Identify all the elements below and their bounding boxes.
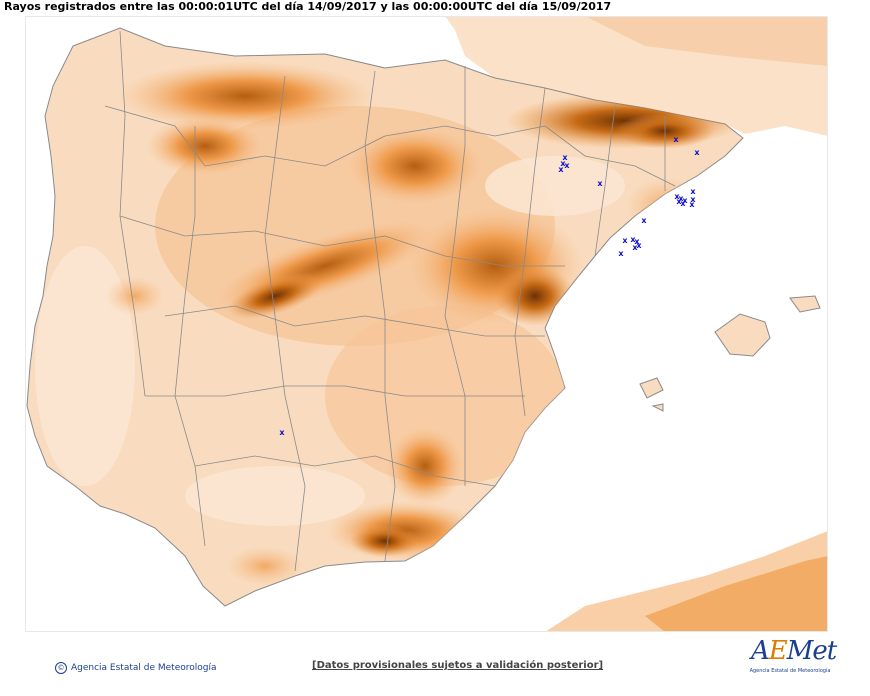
lightning-marker: x xyxy=(622,236,628,245)
map-frame xyxy=(25,16,828,632)
agency-name: Agencia Estatal de Meteorología xyxy=(71,663,217,673)
lightning-map: x x x x x x x x x x x x x x x x x x x x … xyxy=(25,16,828,632)
lightning-marker: x xyxy=(690,195,696,204)
lightning-marker: x xyxy=(562,153,568,162)
aemet-logo-subtitle: Agencia Estatal de Meteorología xyxy=(749,668,831,674)
france-relief xyxy=(585,16,828,66)
lightning-marker: x xyxy=(680,199,686,208)
lightning-marker: x xyxy=(279,428,285,437)
lightning-marker: x xyxy=(597,179,603,188)
lightning-marker: x xyxy=(676,197,682,206)
lightning-marker: x xyxy=(694,148,700,157)
lightning-strikes: x x x x x x x x x x x x x x x x x x x x … xyxy=(279,135,700,437)
lightning-marker: x xyxy=(690,187,696,196)
disclaimer-link[interactable]: [Datos provisionales sujetos a validació… xyxy=(312,660,604,671)
copyright-icon: © xyxy=(55,662,67,674)
lightning-marker: x xyxy=(673,135,679,144)
formentera xyxy=(651,403,664,412)
agency-credit: © Agencia Estatal de Meteorología xyxy=(55,662,217,674)
aemet-logo: AEMet Agencia Estatal de Meteorología xyxy=(745,636,838,680)
lightning-marker: x xyxy=(636,241,642,250)
map-title: Rayos registrados entre las 00:00:01UTC … xyxy=(4,0,612,13)
menorca xyxy=(789,295,821,313)
lightning-marker: x xyxy=(689,200,695,209)
aemet-wordmark: AEMet xyxy=(751,636,837,666)
lightning-marker: x xyxy=(558,165,564,174)
map-canvas: x x x x x x x x x x x x x x x x x x x x … xyxy=(25,16,828,632)
lightning-marker: x xyxy=(634,237,640,246)
lightning-marker: x xyxy=(674,192,680,201)
lightning-marker: x xyxy=(632,243,638,252)
lightning-marker: x xyxy=(630,235,636,244)
province-borders xyxy=(104,30,676,572)
lightning-marker: x xyxy=(560,159,566,168)
ibiza xyxy=(639,377,664,399)
lightning-marker: x xyxy=(682,196,688,205)
lightning-marker: x xyxy=(678,194,684,203)
lightning-marker: x xyxy=(564,161,570,170)
lightning-marker: x xyxy=(618,249,624,258)
africa-relief xyxy=(645,556,828,632)
mallorca xyxy=(714,313,771,357)
lightning-marker: x xyxy=(641,216,647,225)
